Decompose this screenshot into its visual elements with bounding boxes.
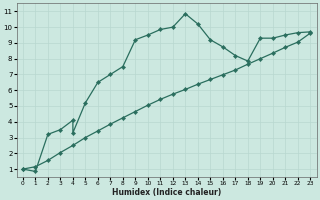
X-axis label: Humidex (Indice chaleur): Humidex (Indice chaleur): [112, 188, 221, 197]
